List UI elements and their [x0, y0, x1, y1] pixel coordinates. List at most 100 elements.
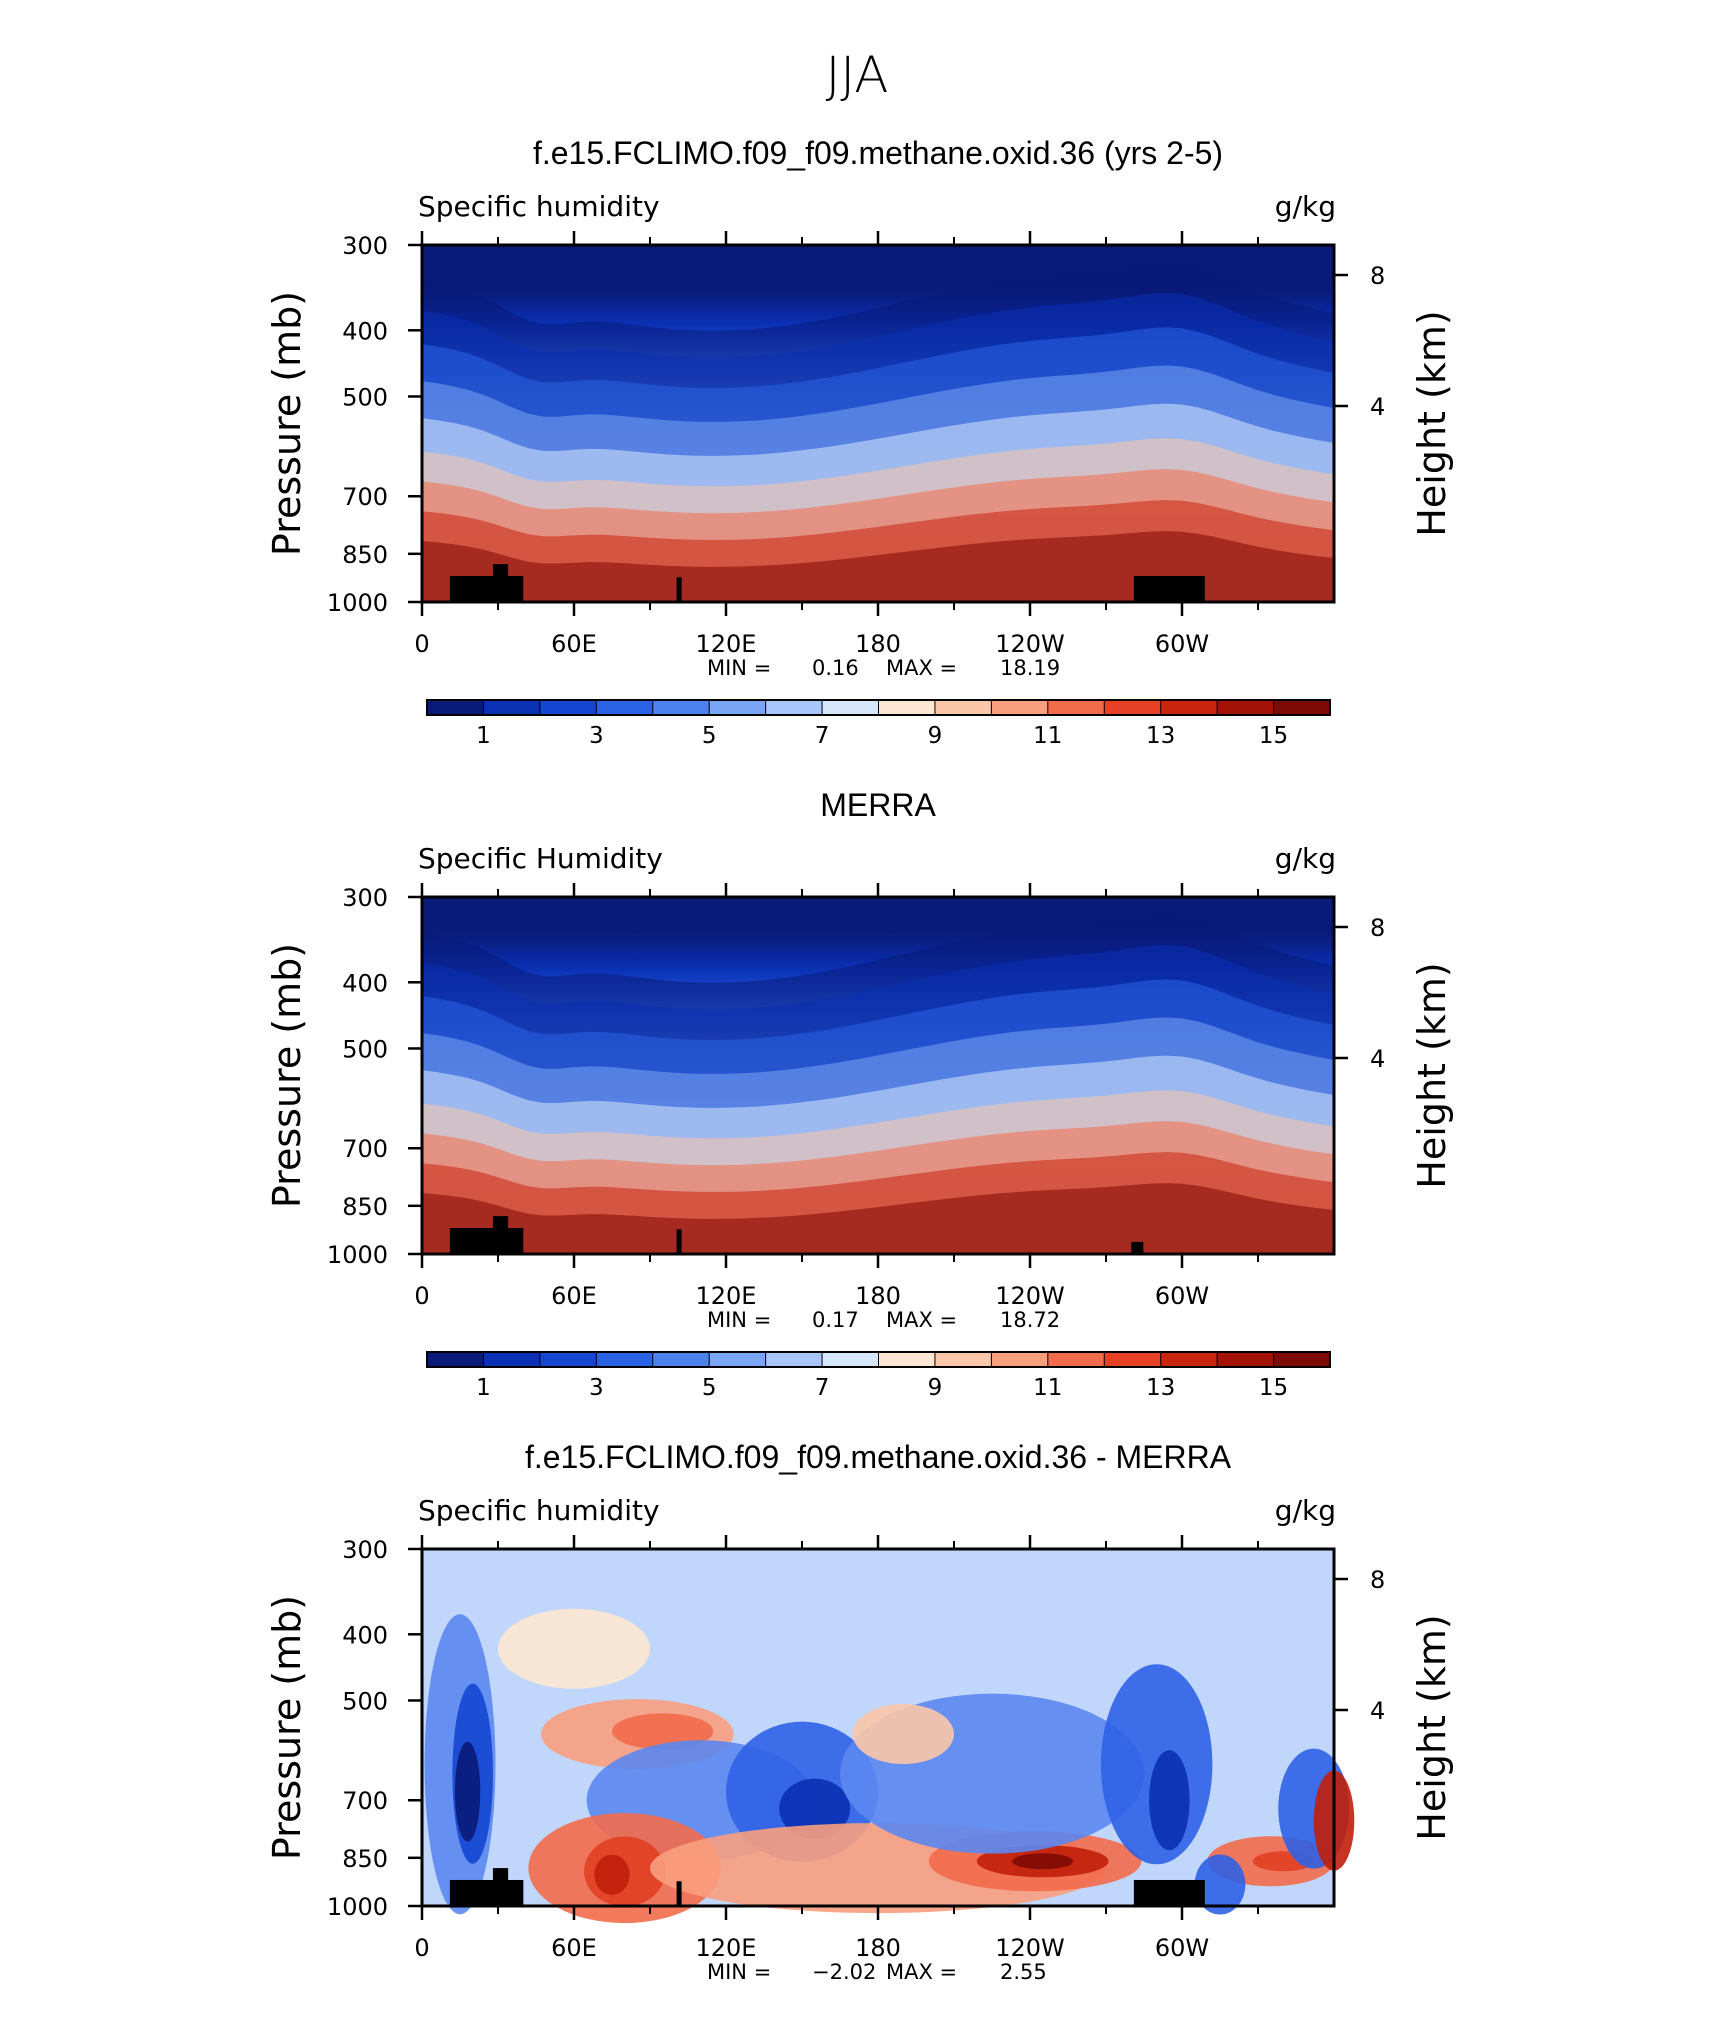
chart-panel-3: f.e15.FCLIMO.f09_f09.methane.oxid.36 - M… [265, 1439, 1454, 1984]
colorbar-tick-label: 9 [928, 1375, 943, 1401]
contour-blob [612, 1713, 714, 1750]
min-value: −2.02 [812, 1960, 876, 1984]
y-tick-label: 300 [342, 1536, 388, 1564]
y-tick-label: 850 [342, 1193, 388, 1221]
colorbar-swatch [765, 699, 824, 716]
colorbar-tick-label: 9 [928, 723, 943, 749]
contour-blob [1012, 1853, 1074, 1870]
colorbar-swatch [1273, 1351, 1331, 1368]
x-tick-label: 0 [414, 1934, 429, 1962]
colorbar-swatch [990, 699, 1049, 716]
y-tick-label: 700 [342, 1787, 388, 1815]
x-tick-label: 120W [995, 630, 1065, 658]
topography-block [1133, 575, 1205, 602]
y-tick-label: 850 [342, 541, 388, 569]
max-label: MAX = [886, 1308, 957, 1332]
y-tick-label: 400 [342, 1621, 388, 1649]
colorbar-swatch [539, 699, 598, 716]
colorbar-swatch [765, 1351, 824, 1368]
colorbar-tick-label: 1 [476, 723, 491, 749]
colorbar-tick-label: 15 [1259, 1375, 1288, 1401]
colorbar-tick-label: 5 [702, 723, 717, 749]
x-tick-label: 60W [1155, 1934, 1209, 1962]
colorbar-swatch [1047, 699, 1106, 716]
y-tick-label: 850 [342, 1845, 388, 1873]
max-value: 18.72 [1000, 1308, 1060, 1332]
colorbar-tick-label: 7 [815, 1375, 830, 1401]
chart-panel-2: MERRA Specific Humidity g/kg 0 60E 120E 180 120… [265, 787, 1454, 1401]
contour-blob [454, 1741, 481, 1842]
x-tick-label: 60W [1155, 630, 1209, 658]
colorbar-tick-label: 11 [1033, 1375, 1062, 1401]
colorbar-swatch [1160, 1351, 1219, 1368]
min-value: 0.17 [812, 1308, 859, 1332]
colorbar-swatch [595, 699, 654, 716]
min-label: MIN = [707, 1308, 771, 1332]
colorbar-swatch [426, 699, 485, 716]
contour-band [422, 531, 1334, 602]
panel-title: f.e15.FCLIMO.f09_f09.methane.oxid.36 - M… [525, 1439, 1232, 1475]
variable-label: Specific Humidity [418, 842, 663, 875]
max-value: 18.19 [1000, 656, 1060, 680]
topography-block [449, 1227, 524, 1254]
min-label: MIN = [707, 656, 771, 680]
contour-blob [779, 1778, 851, 1839]
topography-block [676, 1881, 682, 1906]
topography-block [449, 575, 524, 602]
colorbar: 1 3 5 7 9 11 13 15 [426, 699, 1331, 749]
figure-title: JJA [826, 46, 889, 104]
colorbar-tick-label: 11 [1033, 723, 1062, 749]
x-tick-label: 60E [551, 630, 597, 658]
y-tick-label: 300 [342, 884, 388, 912]
y-tick-label: 1000 [327, 1241, 388, 1269]
colorbar-tick-label: 7 [815, 723, 830, 749]
x-tick-label: 60E [551, 1282, 597, 1310]
x-tick-label: 0 [414, 1282, 429, 1310]
colorbar-tick-label: 5 [702, 1375, 717, 1401]
colorbar-tick-label: 13 [1146, 723, 1175, 749]
colorbar-tick-label: 1 [476, 1375, 491, 1401]
contour-blob [594, 1854, 630, 1895]
x-tick-label: 180 [855, 1934, 901, 1962]
topography-block [449, 1879, 524, 1906]
x-tick-label: 120W [995, 1934, 1065, 1962]
contour-blob [1194, 1854, 1246, 1915]
topography-block [1133, 1879, 1205, 1906]
height-tick-label: 4 [1370, 393, 1385, 421]
x-tick-label: 60W [1155, 1282, 1209, 1310]
panel-title: MERRA [820, 787, 936, 823]
y-tick-label: 700 [342, 483, 388, 511]
colorbar-swatch [652, 1351, 711, 1368]
y-tick-label: 1000 [327, 1893, 388, 1921]
y-axis-label-right: Height (km) [1410, 310, 1454, 536]
y-tick-label: 500 [342, 383, 388, 411]
colorbar-swatch [708, 1351, 767, 1368]
height-tick-label: 4 [1370, 1045, 1385, 1073]
colorbar-swatch [934, 1351, 993, 1368]
contour-blob [1149, 1750, 1190, 1851]
topography-block [492, 1868, 509, 1906]
y-tick-label: 300 [342, 232, 388, 260]
height-tick-label: 8 [1370, 1566, 1385, 1594]
height-tick-label: 8 [1370, 262, 1385, 290]
colorbar-swatch [482, 699, 541, 716]
colorbar-tick-label: 13 [1146, 1375, 1175, 1401]
colorbar-frame [426, 699, 1331, 716]
colorbar-swatch [878, 1351, 936, 1368]
colorbar-swatch [1103, 699, 1162, 716]
height-tick-label: 4 [1370, 1697, 1385, 1725]
y-tick-label: 400 [342, 317, 388, 345]
x-tick-label: 120E [696, 1934, 757, 1962]
colorbar-swatch [1216, 1351, 1275, 1368]
colorbar-swatch [539, 1351, 598, 1368]
y-axis-label: Pressure (mb) [265, 1595, 309, 1860]
min-value: 0.16 [812, 656, 859, 680]
colorbar-swatch [934, 699, 993, 716]
topography-block [492, 564, 509, 602]
x-tick-label: 180 [855, 1282, 901, 1310]
colorbar-swatch [482, 1351, 541, 1368]
max-label: MAX = [886, 656, 957, 680]
x-tick-label: 120W [995, 1282, 1065, 1310]
y-axis-label-right: Height (km) [1410, 1614, 1454, 1840]
y-axis-label-right: Height (km) [1410, 962, 1454, 1188]
